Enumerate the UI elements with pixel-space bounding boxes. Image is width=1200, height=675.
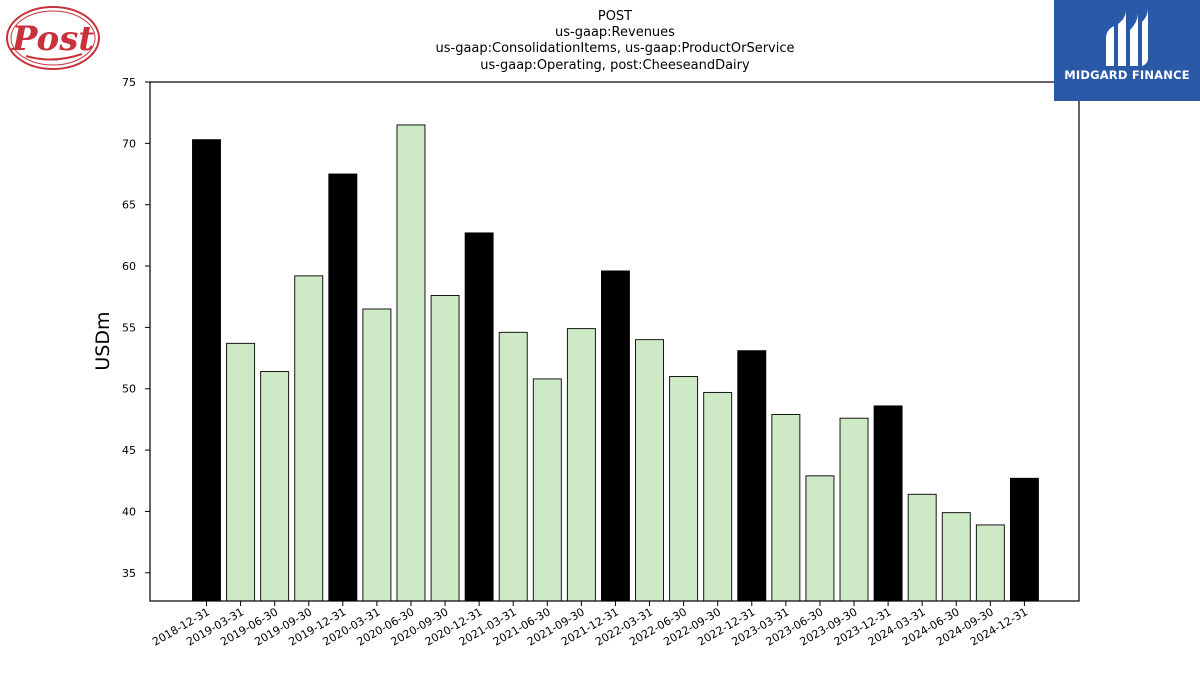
y-tick-label: 35 bbox=[122, 567, 136, 580]
y-tick-label: 40 bbox=[122, 505, 136, 518]
bar-2022-03-31 bbox=[635, 339, 664, 602]
y-tick-label: 55 bbox=[122, 321, 136, 334]
bar-2024-09-30 bbox=[975, 524, 1005, 602]
bar-2024-06-30 bbox=[941, 512, 971, 602]
bar-2023-03-31 bbox=[771, 414, 801, 602]
bar-2019-09-30 bbox=[294, 275, 324, 602]
bar-2022-06-30 bbox=[669, 376, 699, 602]
chart-title-group: POST us-gaap:Revenues us-gaap:Consolidat… bbox=[436, 9, 795, 73]
bar-2020-03-31 bbox=[362, 308, 392, 602]
bar-2020-09-30 bbox=[430, 295, 460, 602]
bar-2023-06-30 bbox=[805, 475, 835, 602]
chart-title: POST bbox=[598, 9, 632, 24]
bar-2023-09-30 bbox=[839, 417, 869, 602]
bar-2021-06-30 bbox=[532, 378, 562, 602]
bar-2021-03-31 bbox=[498, 331, 528, 602]
y-tick-label: 45 bbox=[122, 444, 136, 457]
chart-subtitle-line-3: us-gaap:Operating, post:CheeseandDairy bbox=[480, 58, 750, 73]
bar-2019-12-31 bbox=[328, 173, 358, 602]
y-axis-ticks: 35 40 45 50 55 60 65 70 75 bbox=[122, 76, 150, 580]
y-tick-label: 60 bbox=[122, 260, 136, 273]
chart-subtitle-line-2: us-gaap:ConsolidationItems, us-gaap:Prod… bbox=[436, 41, 795, 56]
bar-2019-03-31 bbox=[226, 342, 256, 602]
bar-2021-09-30 bbox=[566, 328, 596, 602]
post-logo: Post bbox=[4, 4, 102, 72]
y-tick-label: 65 bbox=[122, 199, 136, 212]
bar-2024-12-31 bbox=[1009, 477, 1039, 602]
plot-frame bbox=[149, 81, 1080, 602]
midgard-mark-icon bbox=[1106, 8, 1148, 66]
bar-2022-12-31 bbox=[737, 350, 767, 602]
y-tick-label: 70 bbox=[122, 137, 136, 150]
bar-2021-12-31 bbox=[601, 270, 630, 602]
post-logo-text: Post bbox=[11, 19, 94, 59]
midgard-finance-logo: MIDGARD FINANCE bbox=[1054, 0, 1200, 101]
bar-2019-06-30 bbox=[260, 371, 290, 602]
y-tick-label: 75 bbox=[122, 76, 136, 89]
x-axis-ticks: 2018-12-312019-03-312019-06-302019-09-30… bbox=[150, 601, 1030, 649]
bar-2022-09-30 bbox=[703, 391, 733, 602]
bar-2023-12-31 bbox=[873, 405, 903, 602]
midgard-finance-text: MIDGARD FINANCE bbox=[1064, 68, 1190, 82]
bar-2020-06-30 bbox=[396, 124, 426, 602]
bar-2020-12-31 bbox=[464, 232, 494, 602]
bar-2018-12-31 bbox=[192, 139, 221, 602]
bars-group bbox=[192, 124, 1039, 602]
chart-subtitle-line-1: us-gaap:Revenues bbox=[555, 25, 675, 40]
y-axis-label: USDm bbox=[92, 311, 114, 370]
bar-2024-03-31 bbox=[907, 493, 937, 602]
y-tick-label: 50 bbox=[122, 383, 136, 396]
